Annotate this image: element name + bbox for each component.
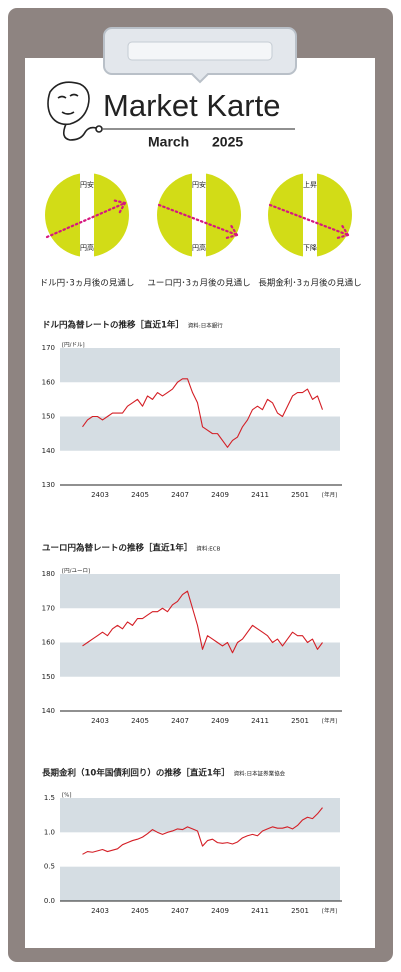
indicator-top: 上昇 — [303, 180, 317, 189]
chart-title: ユーロ円為替レートの推移［直近1年］ — [42, 543, 192, 554]
x-tick-label: 2501 — [291, 717, 309, 725]
x-tick-label: 2405 — [131, 491, 149, 499]
x-tick-label: 2403 — [91, 907, 109, 915]
y-tick-label: 130 — [42, 481, 55, 489]
x-tick-label: 2403 — [91, 491, 109, 499]
y-tick-label: 150 — [42, 673, 55, 681]
indicator-caption: ドル円･3ヵ月後の見通し — [40, 278, 135, 289]
y-tick-label: 1.5 — [44, 794, 55, 802]
grid-band — [60, 866, 340, 901]
grid-band — [60, 574, 340, 609]
y-unit: [円/ユーロ] — [62, 568, 90, 575]
header-month: March — [148, 134, 189, 150]
chart-source: 資料:日本証券業協会 — [234, 770, 286, 778]
x-tick-label: 2407 — [171, 907, 189, 915]
y-tick-label: 170 — [42, 344, 55, 352]
x-unit: [年月] — [322, 907, 337, 915]
y-tick-label: 160 — [42, 378, 55, 386]
x-tick-label: 2405 — [131, 717, 149, 725]
chart-source: 資料:ECB — [196, 545, 220, 553]
y-tick-label: 180 — [42, 570, 55, 578]
y-tick-label: 160 — [42, 639, 55, 647]
indicator-bottom: 下降 — [303, 243, 317, 252]
header-year: 2025 — [212, 134, 243, 150]
grid-band — [60, 348, 340, 383]
indicator-top: 円安 — [192, 180, 206, 189]
line-series — [82, 378, 324, 448]
indicator-caption: ユーロ円･3ヵ月後の見通し — [147, 278, 250, 289]
y-tick-label: 170 — [42, 604, 55, 612]
line-series — [82, 807, 323, 855]
y-tick-label: 0.5 — [44, 863, 55, 871]
x-unit: [年月] — [322, 717, 337, 725]
grid-band — [60, 416, 340, 451]
y-tick-label: 150 — [42, 413, 55, 421]
indicator-arrowhead — [341, 224, 350, 237]
x-tick-label: 2409 — [211, 491, 229, 499]
x-tick-label: 2405 — [131, 907, 149, 915]
indicator-arrowhead — [336, 233, 350, 240]
x-unit: [年月] — [322, 491, 337, 499]
y-tick-label: 1.0 — [44, 828, 55, 836]
x-tick-label: 2403 — [91, 717, 109, 725]
indicator-bottom: 円高 — [192, 243, 206, 252]
grid-band — [60, 642, 340, 677]
indicator-top: 円安 — [80, 180, 94, 189]
clip-slot — [127, 41, 273, 61]
grid-band — [60, 798, 340, 833]
chart-title: ドル円為替レートの推移［直近1年］ — [42, 320, 184, 331]
x-tick-label: 2411 — [251, 717, 269, 725]
chart-title: 長期金利（10年国債利回り）の推移［直近1年］ — [42, 768, 230, 779]
x-tick-label: 2501 — [291, 907, 309, 915]
logo — [47, 81, 103, 141]
indicator-arrowhead — [230, 224, 239, 237]
indicator-arrow — [45, 201, 127, 239]
y-unit: [円/ドル] — [62, 342, 85, 349]
x-tick-label: 2411 — [251, 491, 269, 499]
y-tick-label: 140 — [42, 447, 55, 455]
line-series — [82, 590, 323, 654]
x-tick-label: 2407 — [171, 491, 189, 499]
indicator-bottom: 円高 — [80, 243, 94, 252]
indicator-arrowhead — [225, 233, 239, 240]
indicator-arrow — [268, 203, 350, 237]
y-tick-label: 0.0 — [44, 897, 55, 905]
indicator-bar — [80, 173, 94, 257]
x-tick-label: 2407 — [171, 717, 189, 725]
x-tick-label: 2409 — [211, 717, 229, 725]
y-tick-label: 140 — [42, 707, 55, 715]
indicator-caption: 長期金利･3ヵ月後の見通し — [258, 278, 361, 289]
x-tick-label: 2411 — [251, 907, 269, 915]
x-tick-label: 2501 — [291, 491, 309, 499]
indicator-arrowhead — [118, 201, 127, 214]
indicator-arrowhead — [113, 199, 127, 205]
indicator-bar — [192, 173, 206, 257]
x-tick-label: 2409 — [211, 907, 229, 915]
y-unit: [%] — [62, 793, 72, 799]
header-title: Market Karte — [103, 88, 280, 123]
indicator-arrow — [157, 203, 239, 237]
chart-source: 資料:日本銀行 — [188, 322, 223, 330]
indicator-bar — [303, 173, 317, 257]
